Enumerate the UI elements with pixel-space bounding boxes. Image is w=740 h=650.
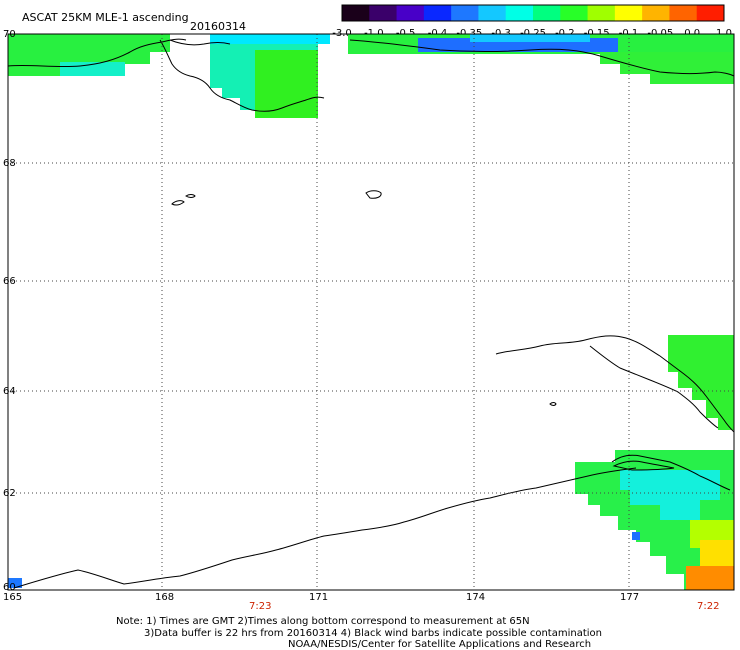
colorbar-swatch [478, 5, 507, 21]
coastline-chukotka [7, 38, 187, 68]
time-label-left: 7:23 [249, 601, 271, 612]
colorbar-swatch [587, 5, 616, 21]
colorbar-swatch [396, 5, 425, 21]
lon-label-177: 177 [620, 592, 639, 603]
colorbar-swatch [423, 5, 452, 21]
coastline-st-lawrence-island [612, 460, 675, 471]
product-date: 20160314 [190, 20, 246, 33]
data-swaths [8, 34, 734, 590]
swath-southeast-cyan [620, 470, 720, 520]
lat-label-60: 60 [3, 582, 16, 593]
colorbar-swatch [533, 5, 561, 21]
coastlines [7, 38, 735, 589]
swath-southwest-pixel [8, 578, 22, 588]
swath-southeast-blue-pixel [632, 532, 640, 540]
coastline-yukon-delta [611, 454, 731, 491]
lon-label-171: 171 [309, 592, 328, 603]
lon-label-165: 165 [3, 592, 22, 603]
swath-east-middle [668, 335, 734, 430]
product-title: ASCAT 25KM MLE-1 ascending [22, 11, 189, 24]
coastline-seward-peninsula [495, 335, 735, 433]
lat-label-70: 70 [3, 29, 16, 40]
swath-north-center-cyan [210, 34, 330, 44]
coastline-south-long [13, 467, 637, 589]
time-label-right: 7:22 [697, 601, 719, 612]
colorbar-swatch [342, 5, 370, 21]
colorbar-swatches [342, 5, 725, 21]
coastline-island-sledge [549, 402, 557, 406]
colorbar-swatch [669, 5, 698, 21]
coastline-island-small-1 [365, 190, 382, 199]
map-frame [7, 33, 735, 591]
latitude-labels: 70 68 66 64 62 60 [3, 29, 16, 593]
footer-line-3: NOAA/NESDIS/Center for Satellite Applica… [288, 639, 591, 650]
coastline-norton-sound [589, 345, 719, 429]
lat-label-64: 64 [3, 386, 16, 397]
colorbar-swatch [696, 5, 725, 21]
coastline-wrangel [169, 39, 231, 46]
colorbar-swatch [505, 5, 534, 21]
footer-line-1: Note: 1) Times are GMT 2)Times along bot… [116, 616, 530, 627]
swath-northwest [8, 34, 170, 76]
colorbar-swatch [614, 5, 643, 21]
lon-label-168: 168 [155, 592, 174, 603]
time-labels: 7:23 7:22 [249, 601, 719, 612]
swath-southeast-orange [686, 566, 734, 590]
colorbar-frame [341, 4, 725, 22]
swath-north-center-green [255, 50, 318, 118]
colorbar-swatch [560, 5, 589, 21]
footer-line-2: 3)Data buffer is 22 hrs from 20160314 4)… [144, 628, 602, 639]
longitude-labels: 165 168 171 174 177 [3, 592, 639, 603]
coastline-island-small-2 [171, 200, 185, 206]
colorbar-swatch [369, 5, 398, 21]
lon-label-174: 174 [466, 592, 485, 603]
colorbar-swatch [642, 5, 670, 21]
swath-southeast-yellow [700, 540, 734, 570]
graticule [8, 34, 734, 590]
lat-label-68: 68 [3, 158, 16, 169]
swath-northwest-cyan [60, 62, 125, 76]
coastline-chukotka-bay [159, 39, 325, 112]
swath-northeast-lower [600, 52, 734, 84]
lat-label-66: 66 [3, 276, 16, 287]
colorbar-swatch [451, 5, 479, 21]
lat-label-62: 62 [3, 488, 16, 499]
footer-notes: Note: 1) Times are GMT 2)Times along bot… [116, 616, 602, 650]
swath-northeast-cyan [470, 34, 590, 42]
coastline-island-small-3 [185, 194, 196, 198]
coastline-north-right [349, 39, 735, 77]
